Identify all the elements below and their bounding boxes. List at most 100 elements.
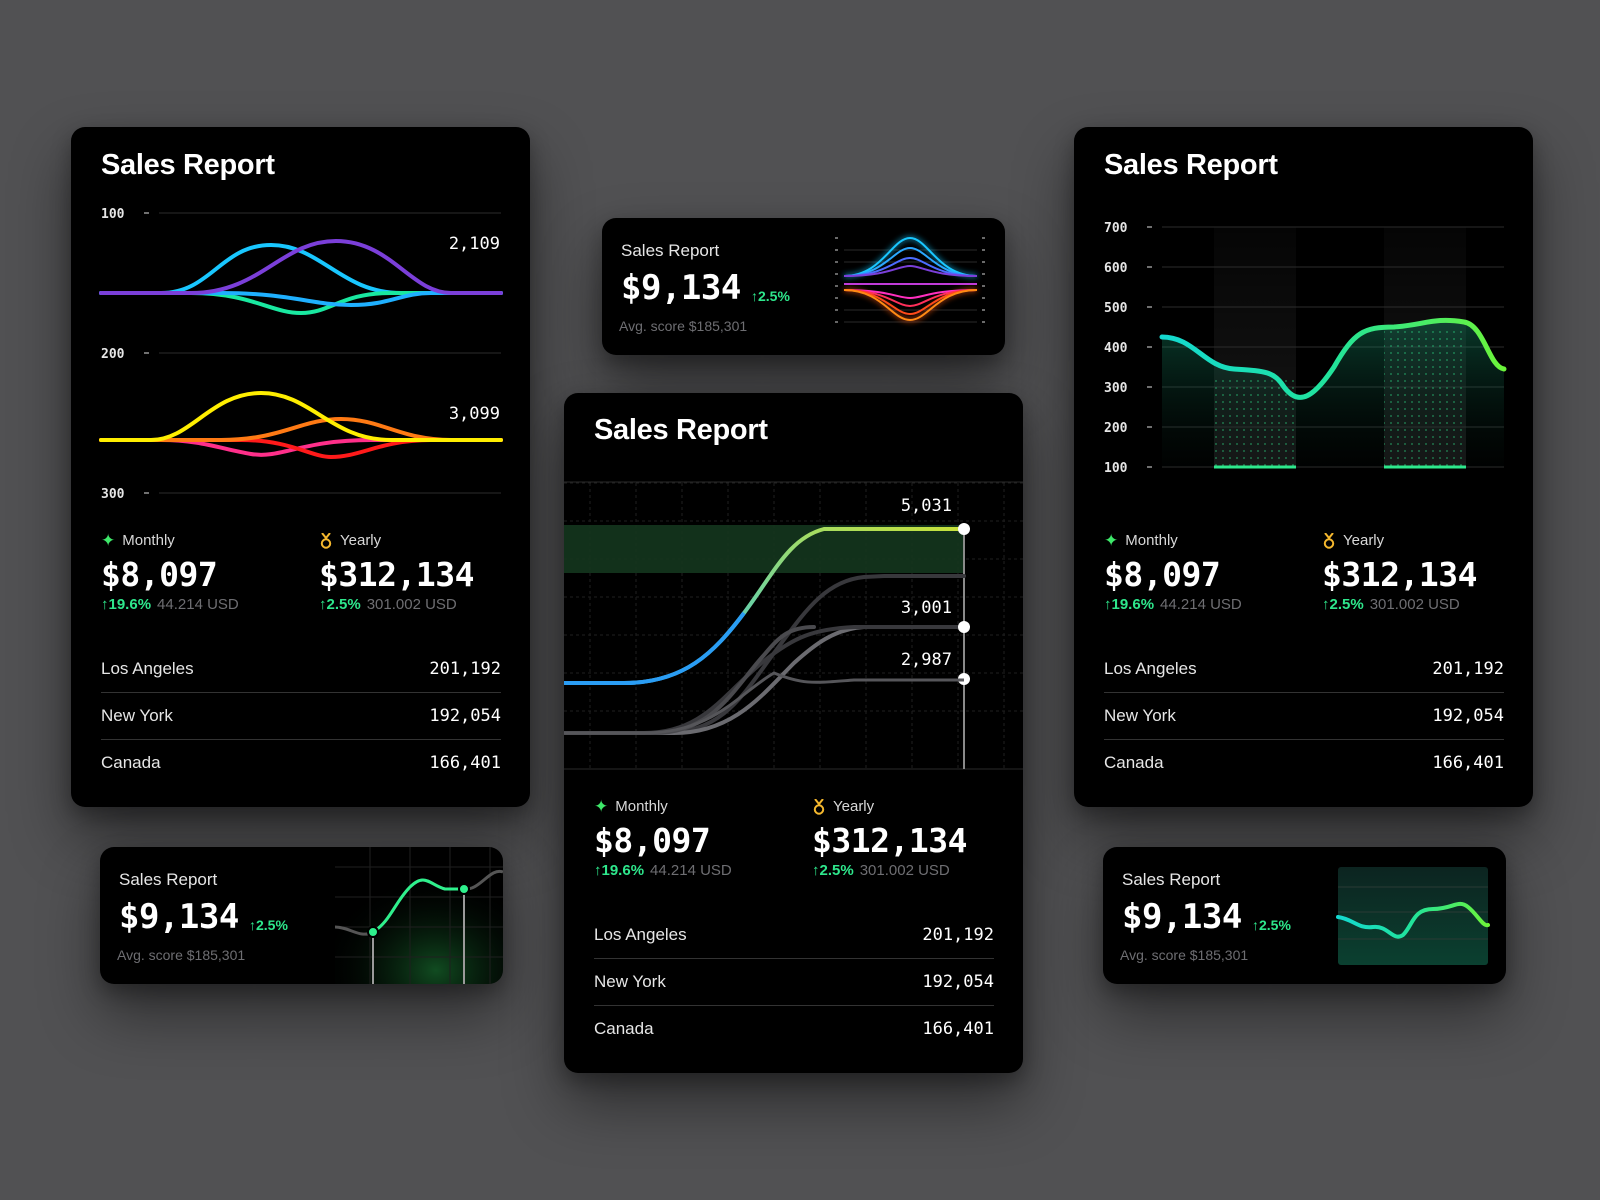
list-item[interactable]: New York 192,054 [101,693,501,740]
arrow-up-icon: ↑ [319,596,327,613]
series-line [843,236,978,277]
monthly-change: 19.6% [601,862,645,879]
series-line [843,289,978,308]
arrow-up-icon: ↑ [812,862,820,879]
data-point [367,926,379,938]
area-chart: 700 600 500 400 300 200 100 [1104,221,1507,476]
series-line [843,289,978,300]
highlight-band [564,525,964,573]
y-tick-label: 400 [1104,341,1128,356]
series-line [99,291,503,316]
list-item[interactable]: Los Angeles 201,192 [1104,646,1504,693]
series-line [564,625,966,735]
series-line [1336,901,1490,939]
yearly-value: $312,134 [812,821,967,860]
data-label: 3,001 [901,598,952,618]
mini-change: ↑2.5% [751,288,790,304]
monthly-sub: 44.214 USD [650,862,732,879]
yearly-stat: Yearly $312,134 ↑2.5% 301.002 USD [1322,532,1477,613]
location-name: New York [101,706,173,725]
location-value: 201,192 [1432,659,1504,679]
yearly-label: Yearly [340,532,382,549]
data-point [958,523,970,535]
location-list: Los Angeles 201,192 New York 192,054 Canad… [1104,646,1504,786]
card-title: Sales Report [1104,149,1278,181]
arrow-up-icon: ↑ [1252,917,1259,933]
list-item[interactable]: Los Angeles 201,192 [594,912,994,959]
mini-sub: Avg. score $185,301 [619,318,748,334]
yearly-value: $312,134 [319,555,474,594]
list-item[interactable]: Canada 166,401 [1104,740,1504,786]
yearly-change: 2.5% [1329,596,1364,613]
data-point [958,621,970,633]
y-axis-ticks: 700 600 500 400 300 200 100 [1104,221,1128,476]
monthly-label: Monthly [122,532,175,549]
series-line [99,242,503,295]
series-line [843,289,978,316]
yearly-value: $312,134 [1322,555,1477,594]
sales-report-mini-bottom-left: Sales Report $9,134 ↑2.5% Avg. score $18… [100,847,503,984]
monthly-change: 19.6% [1111,596,1155,613]
location-value: 192,054 [429,706,501,726]
data-label: 2,987 [901,650,952,670]
list-item[interactable]: New York 192,054 [1104,693,1504,740]
series-line [843,264,978,277]
sales-report-card-center: Sales Report 5,031 3,001 2,987 ✦ Monthly … [564,393,1023,1073]
data-label: 2,109 [449,234,500,254]
arrow-up-icon: ↑ [101,596,109,613]
sparkle-icon: ✦ [101,531,116,550]
mini-area-chart [1336,867,1490,965]
location-list: Los Angeles 201,192 New York 192,054 Canad… [101,646,501,786]
medal-icon [1323,532,1335,549]
yearly-sub: 301.002 USD [1369,596,1460,613]
series-line [843,289,978,322]
mini-value: $9,134 [621,268,741,308]
arrow-up-icon: ↑ [1104,596,1112,613]
mini-value: $9,134 [119,897,239,937]
mini-change: ↑2.5% [249,917,288,933]
yearly-change: 2.5% [326,596,361,613]
arrow-up-icon: ↑ [1322,596,1330,613]
yearly-stat: Yearly $312,134 ↑2.5% 301.002 USD [319,532,474,613]
series-line [99,416,503,442]
series-line [99,438,503,460]
arrow-up-icon: ↑ [249,917,256,933]
series-line [99,390,503,442]
data-point [458,883,470,895]
y-tick-label: 300 [1104,381,1128,396]
mini-title: Sales Report [621,241,720,260]
location-value: 192,054 [1432,706,1504,726]
data-label: 3,099 [449,404,500,424]
mini-title: Sales Report [119,870,218,889]
card-title: Sales Report [101,149,275,181]
list-item[interactable]: Los Angeles 201,192 [101,646,501,693]
monthly-stat: ✦ Monthly $8,097 ↑19.6% 44.214 USD [1104,532,1242,613]
arrow-up-icon: ↑ [594,862,602,879]
series-line [99,438,503,457]
sales-report-card-left: Sales Report 100 200 300 2,109 3,099 [71,127,530,807]
list-item[interactable]: New York 192,054 [594,959,994,1006]
location-value: 166,401 [922,1019,994,1039]
y-tick-label: 100 [1104,461,1128,476]
list-item[interactable]: Canada 166,401 [101,740,501,786]
y-tick-label: 700 [1104,221,1128,236]
location-name: Los Angeles [1104,659,1197,678]
monthly-sub: 44.214 USD [1160,596,1242,613]
series-line [99,238,503,295]
location-name: Canada [594,1019,654,1038]
location-value: 201,192 [922,925,994,945]
monthly-stat: ✦ Monthly $8,097 ↑19.6% 44.214 USD [101,532,239,613]
location-name: New York [1104,706,1176,725]
monthly-change: 19.6% [108,596,152,613]
y-tick-label: 500 [1104,301,1128,316]
wave-chart: 100 200 300 2,109 3,099 [99,207,503,502]
mini-wave-chart [835,235,985,323]
sparkle-icon: ✦ [1104,531,1119,550]
monthly-label: Monthly [615,798,668,815]
series-line [564,611,746,685]
location-name: Los Angeles [594,925,687,944]
list-item[interactable]: Canada 166,401 [594,1006,994,1052]
monthly-value: $8,097 [594,821,711,860]
series-line [1159,317,1507,400]
medal-icon [813,798,825,815]
